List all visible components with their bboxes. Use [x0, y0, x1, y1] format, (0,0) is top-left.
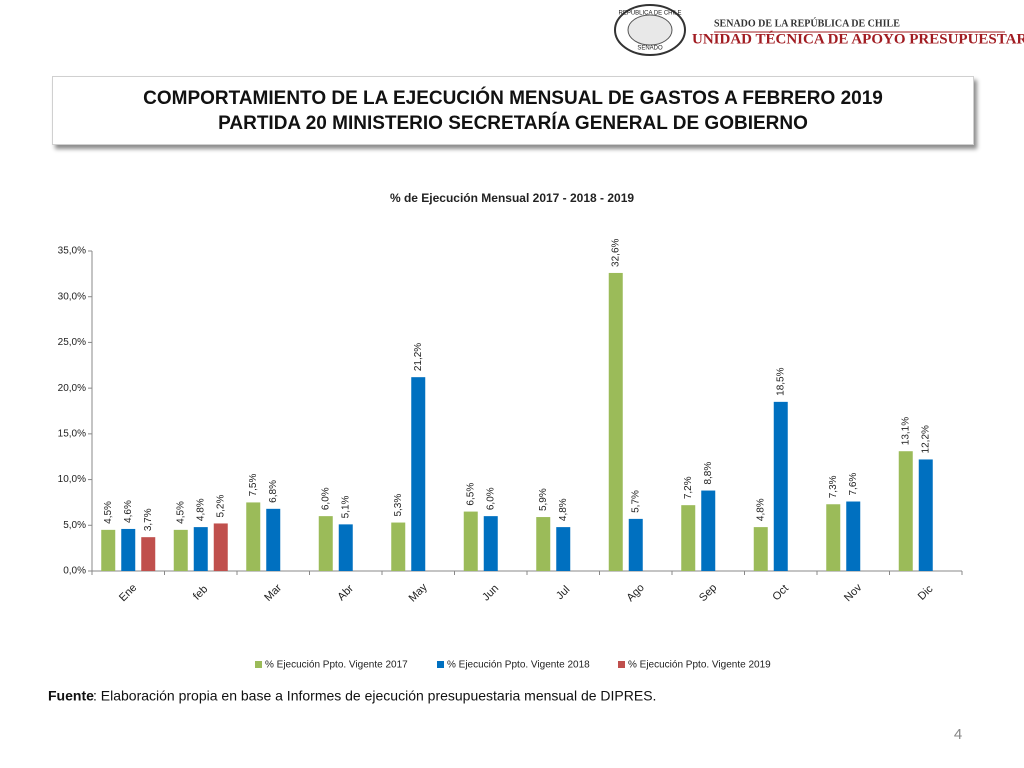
x-tick-label: Nov: [842, 581, 865, 604]
bar: [773, 401, 788, 571]
bar: [173, 529, 188, 571]
x-tick-label: May: [407, 581, 431, 605]
legend-swatch: [437, 661, 444, 668]
seal: REPÚBLICA DE CHILE SENADO: [614, 4, 686, 56]
y-tick-label: 20,0%: [58, 383, 86, 394]
bar: [411, 377, 426, 571]
value-label: 13,1%: [900, 417, 911, 445]
value-label: 7,6%: [848, 473, 859, 496]
bar: [628, 518, 643, 571]
y-tick-label: 25,0%: [58, 337, 86, 348]
source-label: Fuente: [48, 688, 94, 704]
value-label: 6,0%: [320, 487, 331, 510]
bar: [681, 505, 696, 571]
value-label: 32,6%: [610, 238, 621, 266]
slide-title-2: PARTIDA 20 MINISTERIO SECRETARÍA GENERAL…: [218, 113, 808, 134]
bar: [826, 504, 841, 571]
legend-swatch: [255, 661, 262, 668]
bar: [536, 517, 551, 571]
value-label: 5,1%: [340, 495, 351, 518]
value-label: 5,9%: [538, 488, 549, 511]
value-label: 6,0%: [485, 487, 496, 510]
bar: [918, 459, 933, 571]
bar: [101, 529, 116, 571]
value-label: 4,5%: [175, 501, 186, 524]
bar: [463, 511, 478, 571]
y-tick-label: 0,0%: [63, 566, 86, 577]
x-tick-label: Jun: [480, 582, 501, 603]
bar: [608, 272, 623, 571]
source-text: : Elaboración propia en base a Informes …: [93, 688, 656, 704]
value-label: 7,3%: [828, 475, 839, 498]
bar: [318, 516, 333, 571]
value-label: 12,2%: [920, 425, 931, 453]
slide-title-1: COMPORTAMIENTO DE LA EJECUCIÓN MENSUAL D…: [143, 88, 883, 109]
bar: [898, 451, 913, 571]
value-label: 7,2%: [683, 476, 694, 499]
bar: [846, 501, 861, 571]
seal-bottom-text: SENADO: [637, 46, 663, 52]
bar: [391, 522, 406, 571]
value-label: 21,2%: [413, 343, 424, 371]
page-number: 4: [954, 726, 962, 743]
value-label: 4,6%: [123, 500, 134, 523]
value-label: 6,5%: [465, 483, 476, 506]
x-tick-label: Jul: [554, 584, 572, 602]
y-tick-label: 35,0%: [58, 246, 86, 257]
x-tick-label: Dic: [916, 583, 936, 603]
bar: [753, 527, 768, 571]
y-tick-label: 5,0%: [63, 520, 86, 531]
value-label: 5,3%: [393, 494, 404, 517]
value-label: 6,8%: [268, 480, 279, 503]
value-label: 4,8%: [195, 498, 206, 521]
seal-inner: [627, 14, 673, 46]
chart-title: % de Ejecución Mensual 2017 - 2018 - 201…: [390, 191, 634, 205]
bar: [193, 527, 208, 571]
bar: [121, 528, 136, 571]
org-line1: SENADO DE LA REPÚBLICA DE CHILE: [714, 17, 900, 29]
bar: [701, 490, 716, 571]
x-tick-label: Abr: [335, 582, 356, 603]
y-tick-label: 15,0%: [58, 428, 86, 439]
legend-label: % Ejecución Ppto. Vigente 2017: [265, 660, 408, 671]
x-tick-label: Ago: [625, 582, 647, 604]
legend-label: % Ejecución Ppto. Vigente 2019: [628, 660, 771, 671]
legend-label: % Ejecución Ppto. Vigente 2018: [447, 660, 590, 671]
x-tick-label: Oct: [770, 583, 791, 604]
value-label: 4,5%: [103, 501, 114, 524]
bar: [141, 537, 156, 571]
org-line2: UNIDAD TÉCNICA DE APOYO PRESUPUESTARIO: [692, 30, 1024, 47]
bar: [246, 502, 261, 571]
bar: [213, 523, 228, 571]
bar: [483, 516, 498, 571]
bar: [338, 524, 353, 571]
bar: [556, 527, 571, 571]
value-label: 4,8%: [558, 498, 569, 521]
value-label: 3,7%: [143, 508, 154, 531]
x-tick-label: Sep: [697, 582, 719, 604]
x-tick-label: feb: [191, 583, 210, 602]
value-label: 18,5%: [775, 367, 786, 395]
value-label: 7,5%: [248, 474, 259, 497]
value-label: 5,7%: [630, 490, 641, 513]
value-label: 8,8%: [703, 462, 714, 485]
title-box: COMPORTAMIENTO DE LA EJECUCIÓN MENSUAL D…: [52, 76, 974, 145]
legend-swatch: [618, 661, 625, 668]
value-label: 4,8%: [755, 498, 766, 521]
bar: [266, 508, 281, 571]
seal-top-text: REPÚBLICA DE CHILE: [618, 10, 681, 17]
x-tick-label: Mar: [262, 582, 284, 604]
x-tick-label: Ene: [117, 582, 139, 604]
y-tick-label: 10,0%: [58, 474, 86, 485]
value-label: 5,2%: [215, 495, 226, 518]
y-tick-label: 30,0%: [58, 291, 86, 302]
